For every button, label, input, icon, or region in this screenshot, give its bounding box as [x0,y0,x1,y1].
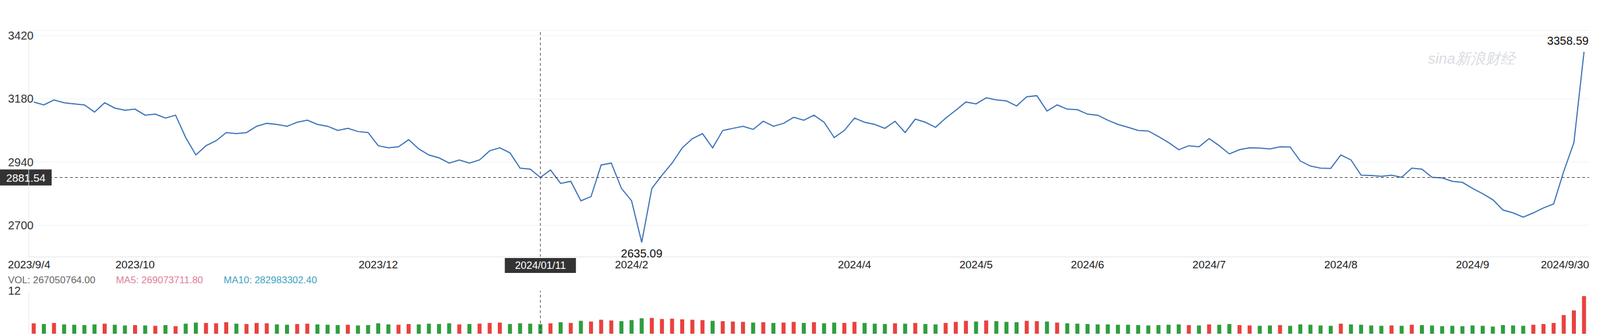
svg-text:2024/01/11: 2024/01/11 [514,259,567,272]
svg-text:3420: 3420 [8,29,34,42]
svg-text:2024/8: 2024/8 [1324,258,1358,271]
svg-text:2023/10: 2023/10 [115,258,155,271]
svg-text:3358.59: 3358.59 [1547,34,1589,48]
svg-text:12: 12 [8,284,21,298]
svg-text:2700: 2700 [8,219,34,232]
html-text:MA5: 269073711.80: MA5: 269073711.80 [115,274,204,286]
svg-text:2024/4: 2024/4 [837,258,872,271]
html-text:VOL: 267050764.00: VOL: 267050764.00 [8,274,96,286]
svg-text:3180: 3180 [8,92,34,105]
html-text:sina新浪财经: sina新浪财经 [1427,49,1515,68]
svg-text:2023/12: 2023/12 [358,258,398,271]
svg-text:2635.09: 2635.09 [621,247,663,260]
svg-text:2024/6: 2024/6 [1070,258,1104,271]
svg-text:2024/2: 2024/2 [614,258,649,271]
svg-text:2940: 2940 [8,155,34,169]
svg-text:2024/9: 2024/9 [1456,258,1490,271]
html-text:MA10: 282983302.40: MA10: 282983302.40 [223,274,317,286]
svg-text:2024/9/30: 2024/9/30 [1540,258,1590,271]
svg-text:2024/5: 2024/5 [959,258,993,271]
svg-text:2023/9/4: 2023/9/4 [8,258,51,271]
svg-text:2024/7: 2024/7 [1192,258,1226,271]
svg-text:2881.54: 2881.54 [6,172,46,185]
